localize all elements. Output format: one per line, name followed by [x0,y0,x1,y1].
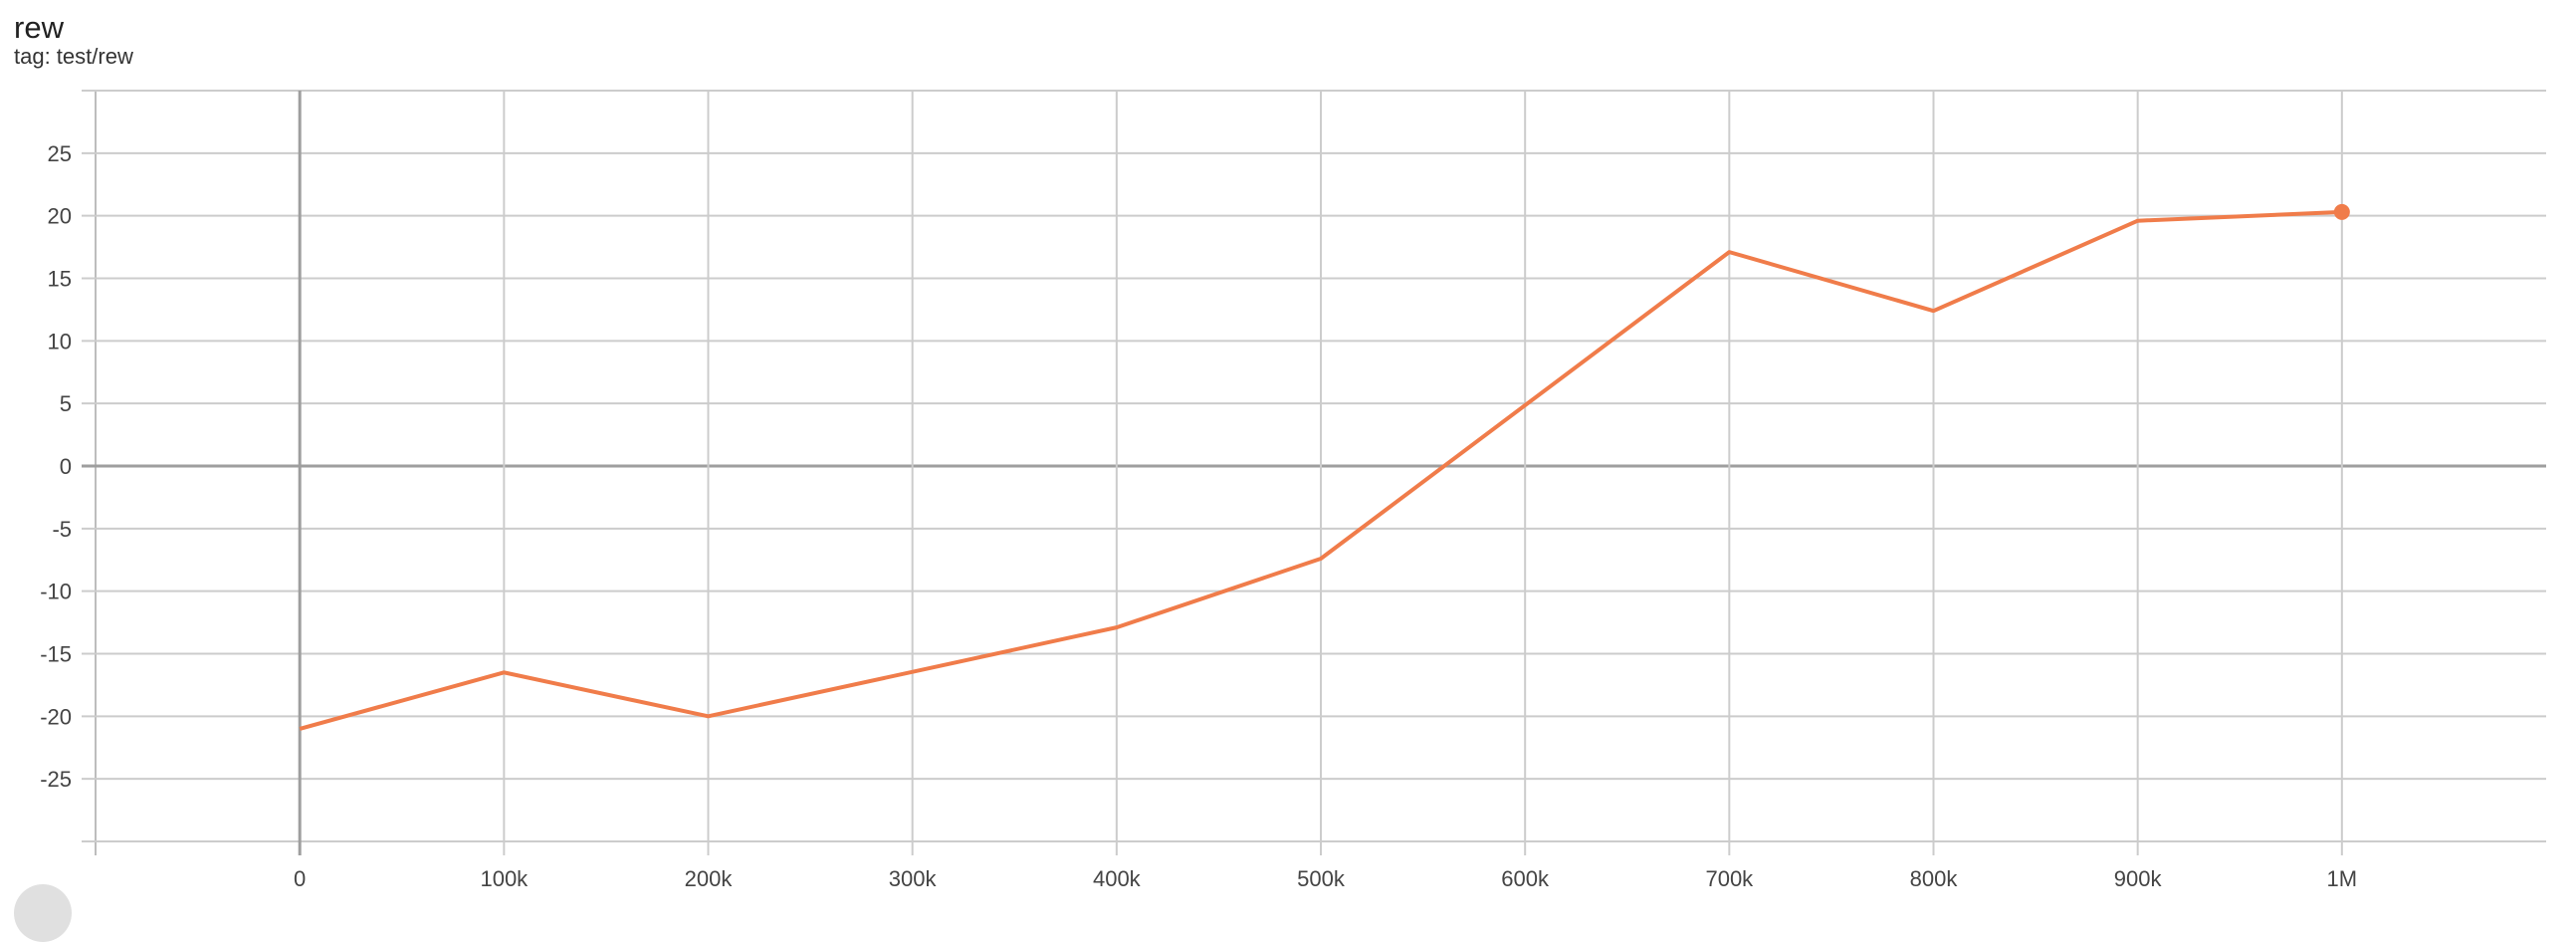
y-tick-label: 20 [48,204,72,229]
x-tick-label: 0 [294,866,306,891]
x-tick-label: 100k [480,866,529,891]
y-tick-label: -15 [40,642,72,667]
y-tick-label: -5 [52,517,72,542]
y-tick-label: 15 [48,267,72,292]
x-tick-label: 800k [1910,866,1959,891]
y-tick-label: -10 [40,580,72,604]
x-tick-label: 400k [1093,866,1142,891]
y-tick-label: 0 [60,454,72,479]
x-tick-label: 200k [685,866,734,891]
chart-action-button[interactable] [14,884,72,942]
x-tick-label: 1M [2327,866,2358,891]
x-tick-label: 500k [1297,866,1346,891]
y-tick-label: -20 [40,704,72,729]
x-tick-label: 300k [889,866,938,891]
y-tick-label: -25 [40,767,72,792]
x-tick-label: 600k [1501,866,1550,891]
last-data-point [2334,204,2350,220]
y-tick-label: 10 [48,329,72,353]
x-tick-label: 900k [2114,866,2163,891]
y-tick-label: 5 [60,391,72,416]
line-chart: 25 20 15 10 5 0 -5 -10 -15 -20 -25 0 100k 200k 300k 400… [0,0,2576,898]
y-tick-label: 25 [48,141,72,166]
x-tick-label: 700k [1705,866,1754,891]
